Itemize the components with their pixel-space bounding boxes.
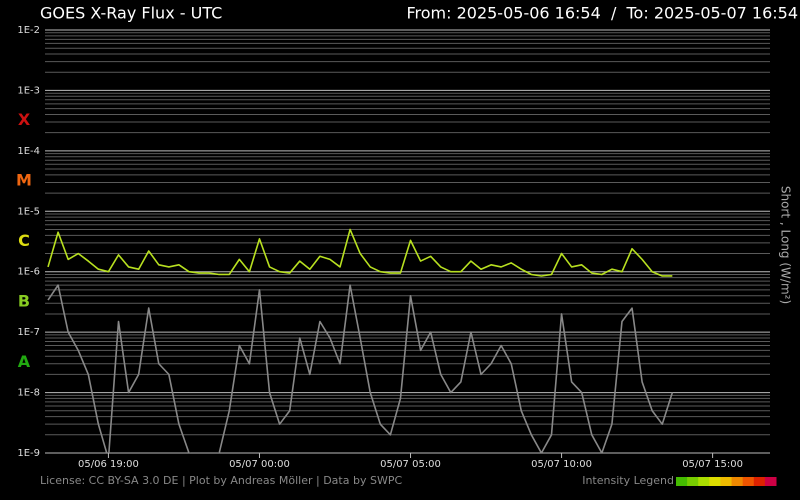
flare-class-label: C: [18, 231, 30, 250]
y-tick-label: 1E-2: [17, 25, 40, 36]
y-tick-label: 1E-4: [17, 146, 40, 157]
x-tick-label: 05/07 10:00: [531, 459, 592, 470]
intensity-swatch: [742, 477, 755, 486]
series-line: [47, 284, 674, 453]
chart-title: GOES X-Ray Flux - UTC: [40, 4, 222, 23]
intensity-swatch: [720, 477, 733, 486]
x-tick-label: 05/07 00:00: [229, 459, 290, 470]
flare-class-label: A: [18, 352, 31, 371]
intensity-swatch: [676, 477, 688, 486]
plot-area: [47, 228, 674, 453]
flare-class-label: X: [18, 110, 31, 129]
intensity-swatch: [753, 477, 766, 486]
y-tick-label: 1E-5: [17, 206, 40, 217]
y-tick-label: 1E-3: [17, 85, 40, 96]
grid: [45, 29, 770, 454]
x-tick-label: 05/07 15:00: [682, 459, 743, 470]
flare-class-label: M: [16, 171, 32, 190]
flare-class-label: B: [18, 291, 30, 310]
x-tick-label: 05/06 19:00: [78, 459, 139, 470]
intensity-swatch: [698, 477, 710, 486]
footer: License: CC BY-SA 3.0 DE | Plot by Andre…: [40, 474, 402, 487]
y-tick-label: 1E-9: [17, 448, 40, 459]
y-tick-label: 1E-6: [17, 267, 40, 278]
intensity-swatch: [687, 477, 699, 486]
intensity-swatch: [764, 477, 777, 486]
intensity-swatch: [709, 477, 721, 486]
x-tick-label: 05/07 05:00: [380, 459, 441, 470]
y-axis-label: Short , Long (W/m²): [779, 186, 793, 304]
y-tick-label: 1E-8: [17, 388, 40, 399]
intensity-swatch: [731, 477, 744, 486]
chart-subtitle: From: 2025-05-06 16:54 / To: 2025-05-07 …: [406, 4, 798, 23]
y-tick-label: 1E-7: [17, 327, 40, 338]
series-line: [47, 228, 673, 277]
intensity-legend-label: Intensity Legend: [582, 474, 674, 487]
